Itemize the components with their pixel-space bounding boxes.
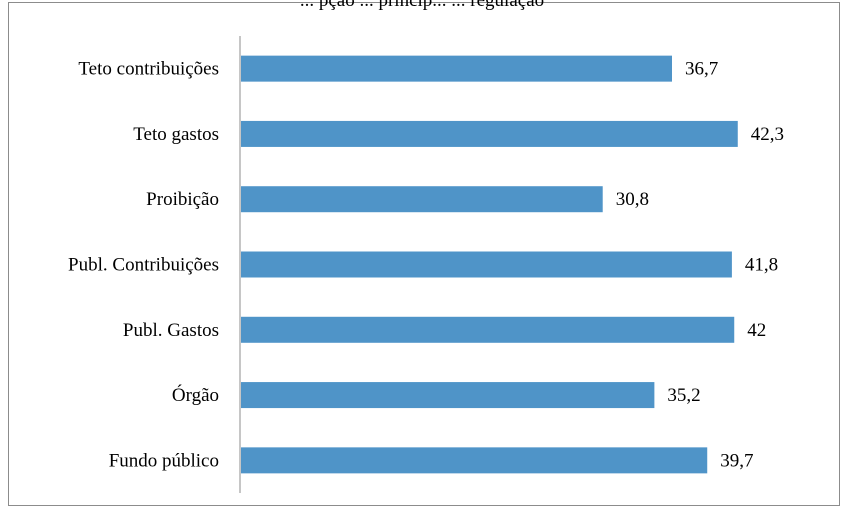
category-label: Teto gastos bbox=[133, 124, 219, 145]
data-label: 30,8 bbox=[616, 189, 649, 210]
category-label: Teto contribuições bbox=[78, 59, 219, 80]
category-label: Publ. Contribuições bbox=[68, 255, 219, 276]
bar bbox=[241, 55, 672, 82]
bar bbox=[241, 447, 708, 474]
bar bbox=[241, 316, 735, 343]
category-label: Fundo público bbox=[109, 450, 219, 471]
category-label: Proibição bbox=[146, 189, 219, 210]
data-label: 39,7 bbox=[720, 450, 753, 471]
data-label: 42,3 bbox=[751, 124, 784, 145]
category-label: Publ. Gastos bbox=[123, 320, 219, 341]
data-label: 36,7 bbox=[685, 59, 718, 80]
category-label: Órgão bbox=[172, 384, 219, 406]
bar bbox=[241, 120, 738, 147]
chart-title: ... pção ... princip... ... regulação bbox=[299, 0, 545, 11]
bar bbox=[241, 251, 732, 278]
data-label: 42 bbox=[747, 320, 766, 341]
data-label: 41,8 bbox=[745, 255, 778, 276]
data-label: 35,2 bbox=[667, 385, 700, 406]
bar bbox=[241, 382, 655, 409]
bar bbox=[241, 186, 603, 213]
